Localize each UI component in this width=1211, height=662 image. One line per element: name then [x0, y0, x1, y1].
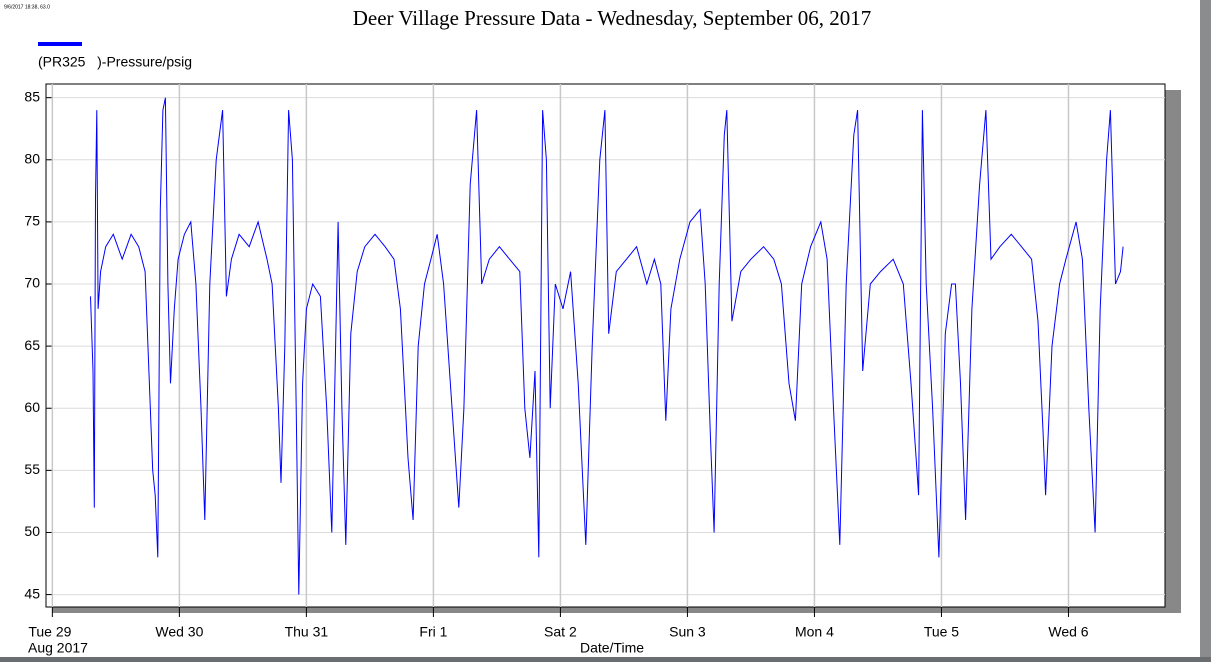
y-tick-label: 45 [24, 585, 40, 601]
x-tick-label: Fri 1 [419, 624, 447, 640]
y-tick-label: 70 [24, 275, 40, 291]
panel-edge [1200, 0, 1211, 657]
x-tick-label: Tue 5 [924, 624, 959, 640]
x-sublabel: Aug 2017 [28, 640, 88, 656]
x-tick-label: Sat 2 [544, 624, 577, 640]
y-tick-label: 75 [24, 213, 40, 229]
x-tick-label: Thu 31 [285, 624, 329, 640]
x-tick-label: Wed 6 [1048, 624, 1088, 640]
x-tick-label: Wed 30 [155, 624, 203, 640]
x-tick-label: Tue 29 [28, 624, 71, 640]
x-tick-label: Sun 3 [669, 624, 706, 640]
x-tick-label: Mon 4 [795, 624, 834, 640]
y-tick-label: 60 [24, 399, 40, 415]
legend-label: (PR325 )-Pressure/psig [38, 54, 192, 70]
y-tick-label: 80 [24, 150, 40, 166]
chart-title: Deer Village Pressure Data - Wednesday, … [353, 6, 872, 30]
y-tick-label: 55 [24, 461, 40, 477]
y-tick-label: 50 [24, 523, 40, 539]
plot-shadow [1165, 90, 1181, 613]
plot-shadow [52, 607, 1181, 613]
chart-window: 9/6/2017 18:38, 63.0 Deer Village Pressu… [0, 0, 1211, 657]
y-tick-label: 85 [24, 88, 40, 104]
x-axis-label: Date/Time [580, 640, 644, 656]
page: 9/6/2017 18:38, 63.0 Deer Village Pressu… [0, 0, 1211, 657]
cursor-readout: 9/6/2017 18:38, 63.0 [4, 4, 50, 10]
y-tick-label: 65 [24, 337, 40, 353]
